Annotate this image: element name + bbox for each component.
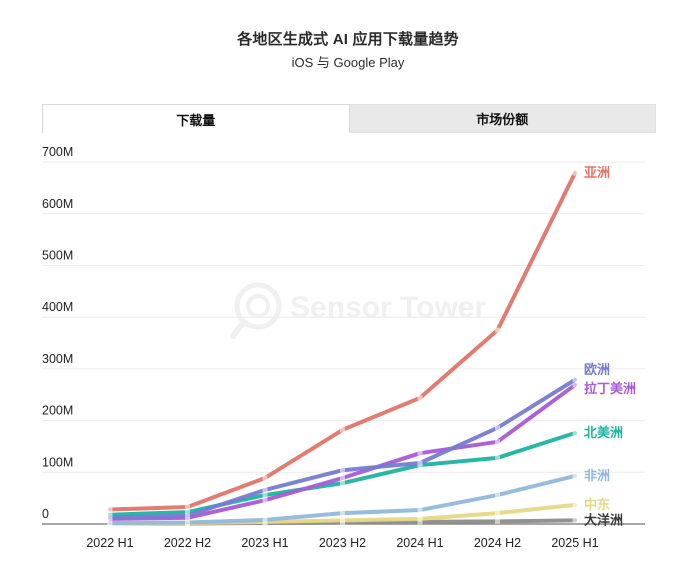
- watermark-logo-icon: [234, 282, 282, 330]
- data-point-asia: [340, 427, 345, 433]
- x-tick-label: 2024 H1: [396, 536, 443, 550]
- data-point-north-america: [495, 455, 500, 461]
- data-point-oceania: [417, 519, 423, 525]
- x-tick-label: 2024 H2: [474, 536, 521, 550]
- tab-market-share[interactable]: 市场份额: [349, 104, 656, 133]
- data-point-oceania: [495, 518, 500, 524]
- data-point-asia: [417, 395, 423, 401]
- data-point-latin-america: [417, 450, 423, 456]
- x-tick-label: 2023 H2: [319, 536, 366, 550]
- data-point-latin-america: [572, 382, 578, 388]
- data-point-africa: [495, 492, 500, 498]
- series-label-middle-east: 中东: [584, 497, 610, 512]
- series-label-latin-america: 拉丁美洲: [584, 381, 636, 396]
- y-tick-label: 100M: [42, 455, 73, 469]
- data-point-europe: [262, 487, 268, 493]
- data-point-asia: [495, 327, 500, 333]
- y-tick-label: 500M: [42, 249, 73, 263]
- y-tick-label: 400M: [42, 300, 73, 314]
- downloads-line-chart: 0 100M 200M 300M 400M 500M 600M 700M Sensor Towe…: [42, 145, 645, 550]
- tab-bar: 下载量 市场份额: [42, 104, 656, 133]
- y-tick-label: 0: [42, 507, 49, 521]
- y-tick-label: 600M: [42, 197, 73, 211]
- data-point-europe: [340, 467, 345, 473]
- data-point-north-america: [340, 480, 345, 486]
- data-point-asia: [185, 504, 190, 510]
- data-point-europe: [495, 425, 500, 431]
- series-label-oceania: 大洋洲: [584, 512, 623, 527]
- data-point-latin-america: [262, 497, 268, 503]
- data-point-north-america: [262, 492, 268, 498]
- x-tick-label: 2025 H1: [551, 536, 598, 550]
- data-point-africa: [417, 507, 423, 513]
- tab-downloads[interactable]: 下载量: [42, 104, 350, 133]
- series-label-north-america: 北美洲: [584, 425, 623, 440]
- data-point-north-america: [107, 512, 113, 518]
- data-point-middle-east: [572, 502, 578, 508]
- watermark-text: Sensor Tower: [290, 291, 486, 324]
- x-tick-label: 2022 H2: [164, 536, 211, 550]
- data-point-middle-east: [495, 510, 500, 516]
- page-subtitle: iOS 与 Google Play: [291, 55, 405, 70]
- data-point-africa: [107, 520, 113, 526]
- data-point-europe: [107, 514, 113, 520]
- data-point-asia: [262, 475, 268, 481]
- watermark-logo-icon: [246, 294, 270, 318]
- series-label-europe: 欧洲: [584, 362, 610, 377]
- data-point-africa: [185, 519, 190, 525]
- series-line-north-america: [108, 431, 577, 517]
- series-line-asia: [108, 170, 577, 512]
- y-tick-label: 700M: [42, 145, 73, 159]
- series-label-asia: 亚洲: [584, 165, 610, 180]
- data-point-north-america: [572, 430, 578, 436]
- data-point-europe: [417, 460, 423, 466]
- sensor-tower-watermark: Sensor Tower: [230, 282, 486, 339]
- data-point-latin-america: [495, 439, 500, 445]
- data-point-asia: [572, 170, 578, 176]
- y-tick-label: 300M: [42, 352, 73, 366]
- data-point-middle-east: [417, 516, 423, 522]
- data-point-europe: [572, 377, 578, 383]
- data-point-africa: [572, 473, 578, 479]
- data-point-asia: [107, 507, 113, 513]
- data-point-latin-america: [340, 475, 345, 481]
- series-label-africa: 非洲: [584, 468, 610, 483]
- series-line-europe: [108, 377, 577, 520]
- y-tick-label: 200M: [42, 404, 73, 418]
- series-line-latin-america: [108, 382, 577, 521]
- data-point-africa: [262, 517, 268, 523]
- page-title: 各地区生成式 AI 应用下载量趋势: [237, 31, 459, 48]
- data-point-europe: [185, 513, 190, 519]
- x-tick-label: 2023 H1: [241, 536, 288, 550]
- data-point-north-america: [185, 509, 190, 515]
- data-point-oceania: [572, 517, 578, 523]
- x-tick-label: 2022 H1: [86, 536, 133, 550]
- data-point-africa: [340, 510, 345, 516]
- data-point-middle-east: [340, 517, 345, 523]
- watermark-logo-handle: [230, 320, 246, 339]
